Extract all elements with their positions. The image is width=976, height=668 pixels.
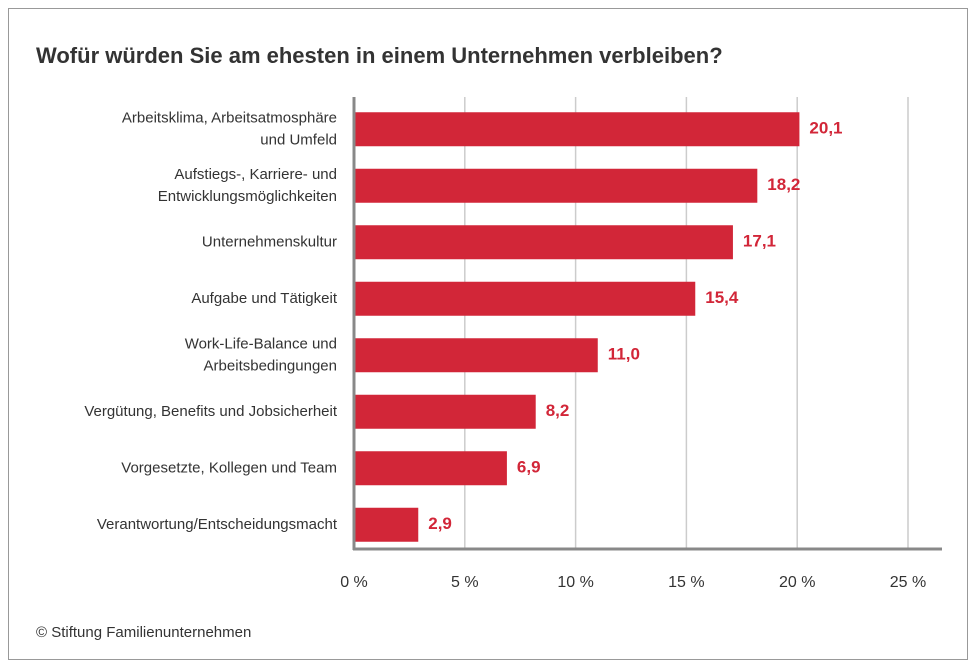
bar <box>354 394 536 429</box>
x-tick-label: 25 % <box>890 574 926 591</box>
value-label: 2,9 <box>428 514 452 533</box>
frame <box>8 8 968 660</box>
source: © Stiftung Familienunternehmen <box>36 624 251 641</box>
x-tick-label: 15 % <box>668 574 704 591</box>
y-tick-label: Vorgesetzte, Kollegen und Team <box>121 459 337 476</box>
value-label: 15,4 <box>705 288 739 307</box>
y-tick-label: Arbeitsklima, Arbeitsatmosphäre und Umfel… <box>122 109 337 148</box>
value-label: 18,2 <box>767 175 800 194</box>
y-tick-label: Unternehmenskultur <box>202 233 337 250</box>
value-label: 8,2 <box>546 401 570 420</box>
value-label: 6,9 <box>517 458 541 477</box>
y-tick-label: Aufgabe und Tätigkeit <box>191 290 337 307</box>
chart-title: Wofür würden Sie am ehesten in einem Unt… <box>36 43 723 68</box>
value-label: 20,1 <box>809 119 842 138</box>
bar <box>354 225 733 260</box>
y-tick-label: Verantwortung/Entscheidungsmacht <box>97 516 338 533</box>
y-tick-label: Vergütung, Benefits und Jobsicherheit <box>84 403 338 420</box>
y-tick-label: Aufstiegs-, Karriere- und Entwicklungsmög… <box>158 166 337 205</box>
bar <box>354 338 598 373</box>
value-label: 17,1 <box>743 232 776 251</box>
bar <box>354 451 507 486</box>
x-tick-label: 10 % <box>557 574 593 591</box>
value-label: 11,0 <box>608 345 640 364</box>
y-tick-label: Work-Life-Balance und Arbeitsbedingungen <box>185 335 337 374</box>
bar <box>354 112 800 147</box>
x-tick-label: 20 % <box>779 574 815 591</box>
bar <box>354 168 758 203</box>
bar <box>354 281 696 316</box>
x-tick-label: 5 % <box>451 574 479 591</box>
bar <box>354 507 419 542</box>
x-tick-label: 0 % <box>340 574 368 591</box>
